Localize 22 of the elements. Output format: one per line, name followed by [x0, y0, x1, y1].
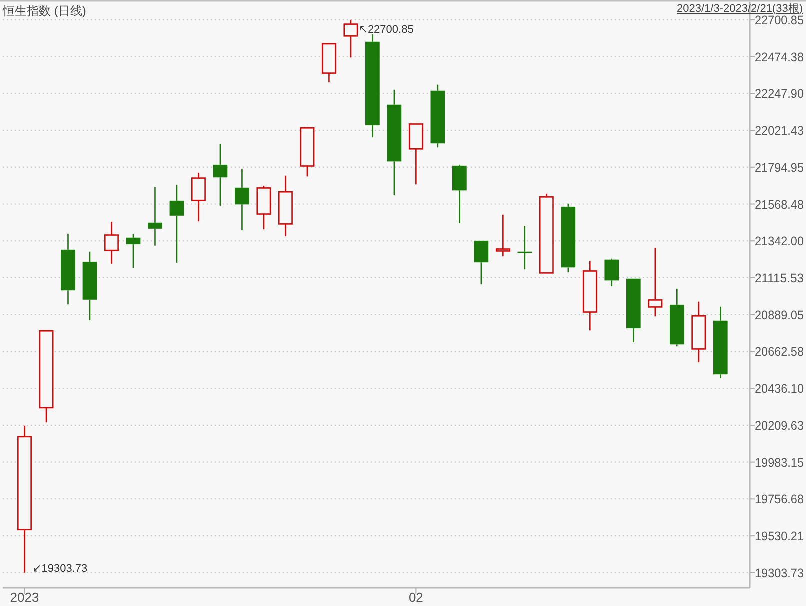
y-tick-label: 22700.85 — [755, 13, 806, 28]
y-tick-label: 21568.48 — [755, 198, 806, 212]
x-tick-label: 02 — [408, 590, 424, 605]
y-tick-label: 21115.53 — [755, 271, 806, 286]
annotation: ↖22700.85 — [358, 24, 414, 36]
y-tick-label: 20209.63 — [755, 418, 806, 433]
chart-title: 恒生指数 (日线) — [2, 4, 86, 18]
y-tick-label: 22247.90 — [755, 87, 806, 102]
y-tick-label: 20436.10 — [755, 382, 806, 396]
annotation: ↙19303.73 — [32, 562, 88, 575]
chart-subtitle: 2023/1/3-2023/2/21(33根) — [677, 3, 803, 15]
y-tick-label: 21342.00 — [755, 234, 806, 249]
y-tick-label: 19530.21 — [755, 530, 806, 544]
y-tick-label: 22474.38 — [755, 50, 806, 64]
y-tick-label: 20889.05 — [755, 308, 806, 322]
y-tick-label: 19303.73 — [755, 566, 806, 580]
y-tick-label: 22021.43 — [755, 124, 806, 138]
y-tick-label: 19983.15 — [755, 456, 806, 470]
y-tick-label: 20662.58 — [755, 345, 806, 360]
x-tick-label: 2023 — [10, 590, 40, 605]
y-tick-label: 21794.95 — [755, 160, 806, 175]
y-tick-label: 19756.68 — [755, 492, 806, 507]
